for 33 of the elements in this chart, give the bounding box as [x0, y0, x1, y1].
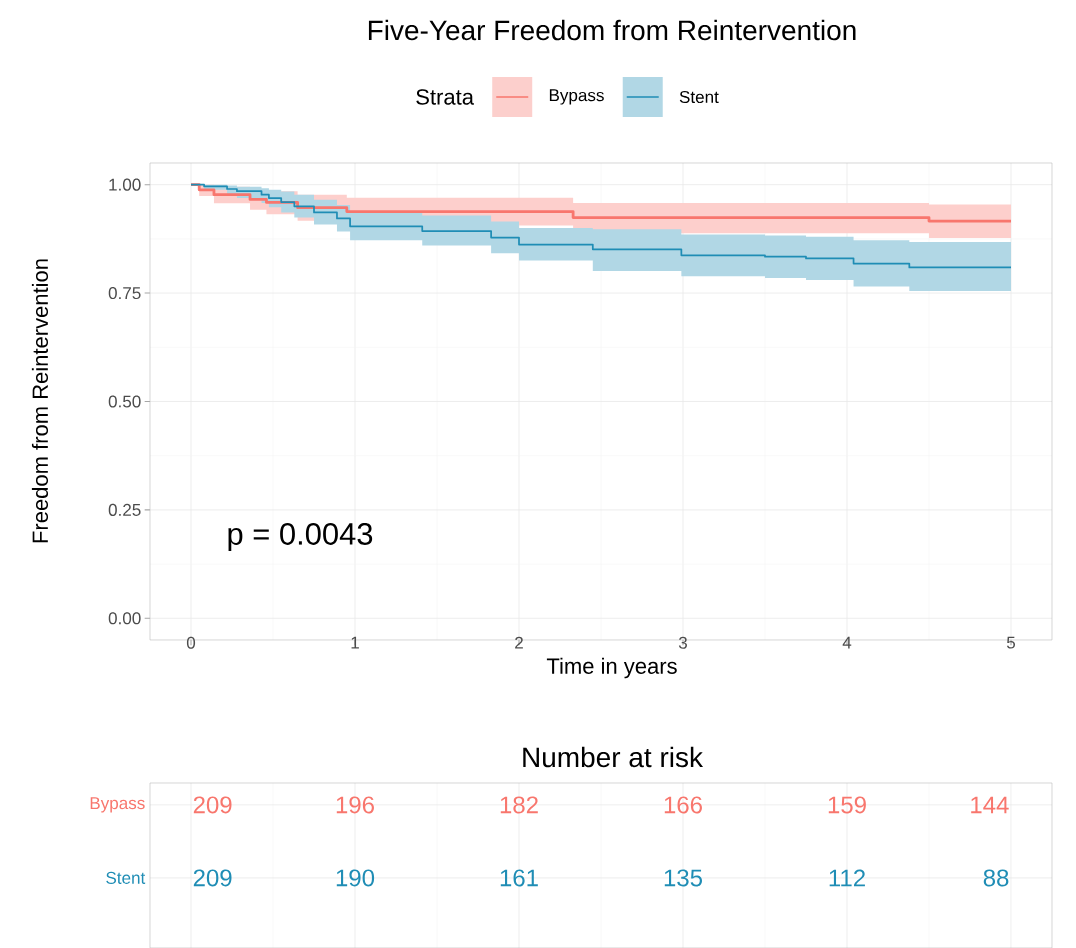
data-label: 209 — [193, 796, 232, 814]
x-tick-label: 2 — [515, 636, 523, 649]
x-tick-label: 4 — [842, 636, 852, 649]
data-label: 209 — [193, 869, 232, 887]
y-tick-label: 0.00 — [108, 612, 141, 625]
data-label: 135 — [664, 869, 702, 887]
annotation: p = 0.0043 — [228, 522, 373, 552]
data-label: 166 — [664, 796, 702, 814]
legend-label: Stent — [679, 90, 719, 104]
legend-label: Bypass — [549, 89, 604, 105]
x-axis-title: Time in years — [546, 657, 677, 679]
x-tick-label: 5 — [1006, 636, 1016, 649]
x-tick-label: 3 — [678, 636, 687, 649]
x-tick-label: 1 — [351, 636, 359, 649]
data-label: 196 — [336, 796, 374, 814]
data-label: 159 — [828, 796, 866, 814]
chart-title: Five-Year Freedom from Reintervention — [368, 19, 856, 41]
y-tick-label: Stent — [106, 871, 146, 884]
chart-title: Number at risk — [523, 746, 704, 768]
y-axis-title: Freedom from Reintervention — [31, 259, 49, 543]
y-tick-label: 0.75 — [108, 287, 141, 300]
legend-title: Strata — [416, 89, 474, 105]
y-tick-label: 1.00 — [109, 178, 141, 191]
x-tick-label: 0 — [186, 636, 196, 649]
data-label: 112 — [829, 869, 865, 887]
data-label: 88 — [983, 869, 1009, 887]
data-label: 190 — [336, 869, 375, 887]
data-label: 182 — [500, 796, 538, 814]
data-label: 144 — [971, 796, 1009, 814]
y-tick-label: Bypass — [90, 797, 145, 813]
y-tick-label: 0.25 — [108, 503, 141, 516]
data-label: 161 — [500, 869, 538, 887]
y-tick-label: 0.50 — [108, 395, 141, 408]
